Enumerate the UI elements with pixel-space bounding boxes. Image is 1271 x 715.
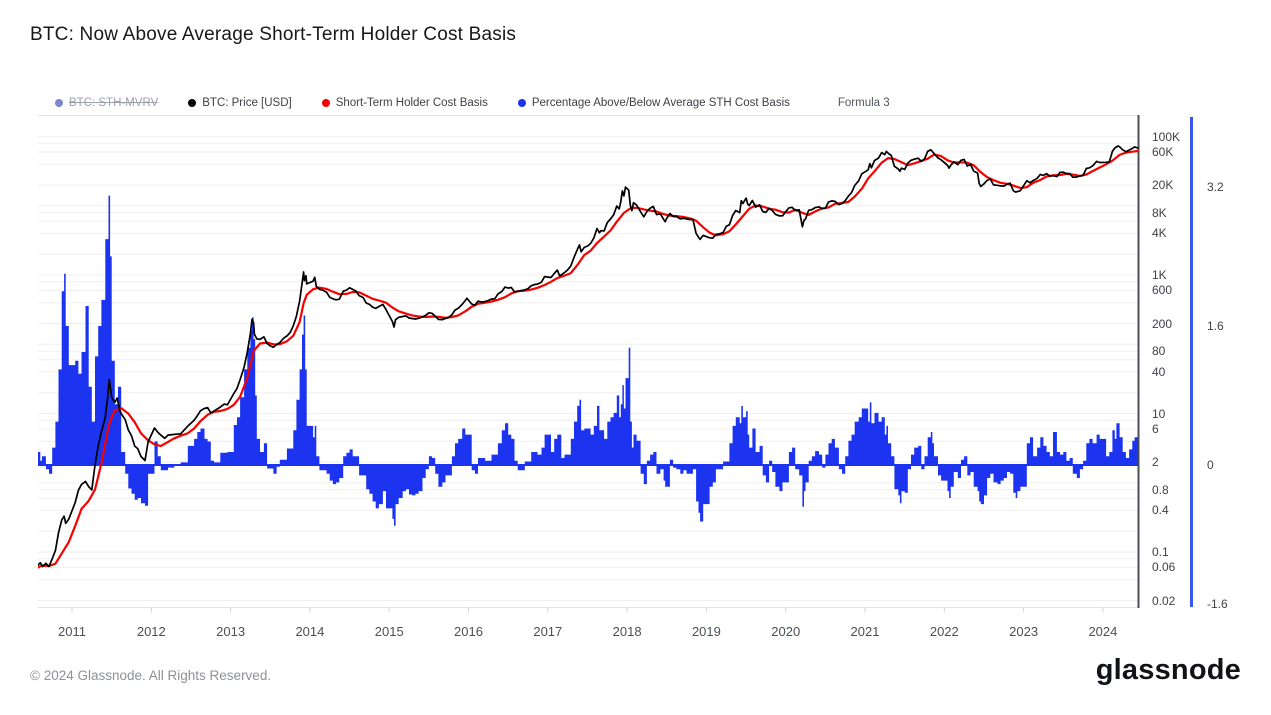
legend-item-1[interactable]: BTC: Price [USD] — [188, 97, 292, 109]
legend-formula-label: Formula 3 — [837, 97, 890, 109]
price-axis-tick-label: 20K — [1152, 178, 1174, 192]
x-axis-year-label: 2018 — [612, 624, 642, 639]
x-axis-year-label: 2024 — [1088, 624, 1118, 639]
x-axis-year-label: 2019 — [691, 624, 721, 639]
price-axis-tick-label: 200 — [1152, 316, 1173, 331]
price-axis-tick-label: 0.4 — [1152, 503, 1169, 518]
secondary-axis-tick-label: 1.6 — [1207, 318, 1224, 333]
x-axis-year-label: 2015 — [374, 624, 404, 639]
legend-dot-icon — [321, 99, 330, 107]
x-axis-year-label: 2021 — [850, 624, 880, 639]
price-axis-tick-label: 600 — [1152, 283, 1173, 298]
glassnode-logo: glassnode — [1095, 654, 1241, 686]
price-axis-tick-label: 60K — [1152, 144, 1174, 159]
price-axis-tick-label: 0.06 — [1152, 560, 1176, 575]
price-axis-tick-label: 80 — [1152, 344, 1166, 359]
price-axis-tick-label: 1K — [1152, 268, 1167, 283]
x-axis-year-label: 2014 — [295, 624, 325, 639]
legend-dot-icon — [517, 99, 526, 107]
price-axis-tick-label: 0.8 — [1152, 482, 1169, 497]
legend-item-label: BTC: STH-MVRV — [69, 97, 159, 109]
x-axis-year-label: 2011 — [58, 624, 86, 639]
copyright-text: © 2024 Glassnode. All Rights Reserved. — [30, 668, 272, 683]
legend-item-0[interactable]: BTC: STH-MVRV — [55, 97, 158, 109]
x-axis-year-label: 2016 — [454, 624, 483, 639]
legend-dot-icon — [188, 99, 197, 107]
secondary-axis-line — [1190, 117, 1193, 607]
page-title: BTC: Now Above Average Short-Term Holder… — [30, 24, 517, 45]
pct-baseline — [38, 464, 1138, 466]
legend-dot-icon — [55, 99, 63, 107]
price-axis-tick-label: 2 — [1152, 455, 1159, 469]
secondary-axis-tick-label: -1.6 — [1207, 597, 1228, 612]
legend-item-label: Percentage Above/Below Average STH Cost … — [531, 97, 790, 109]
price-axis-tick-label: 6 — [1152, 421, 1159, 436]
x-axis-year-label: 2017 — [533, 624, 563, 639]
price-axis-tick-label: 10 — [1152, 406, 1166, 421]
price-axis-tick-label: 100K — [1152, 129, 1181, 144]
price-axis-tick-label: 0.02 — [1152, 593, 1176, 608]
x-axis-year-label: 2022 — [929, 624, 959, 639]
x-axis-year-label: 2012 — [136, 624, 166, 639]
chart-canvas[interactable] — [38, 115, 1140, 615]
pct-bars-series — [38, 195, 1138, 526]
price-axis-tick-label: 40 — [1152, 364, 1166, 379]
secondary-axis-tick-label: 0 — [1207, 458, 1214, 472]
legend-item-2[interactable]: Short-Term Holder Cost Basis — [321, 97, 488, 109]
price-series — [38, 145, 1139, 568]
x-axis-year-label: 2020 — [771, 624, 801, 639]
secondary-axis-tick-label: 3.2 — [1207, 179, 1224, 194]
x-axis-year-label: 2023 — [1009, 624, 1039, 639]
price-axis-tick-label: 0.1 — [1152, 545, 1169, 560]
legend-item-label: Short-Term Holder Cost Basis — [335, 97, 488, 109]
legend-item-label: BTC: Price [USD] — [202, 97, 292, 109]
legend: BTC: STH-MVRV BTC: Price [USD] Short-Term … — [55, 97, 890, 109]
price-axis-tick-label: 8K — [1152, 205, 1167, 220]
legend-item-3[interactable]: Percentage Above/Below Average STH Cost … — [517, 97, 790, 109]
x-axis-year-label: 2013 — [216, 624, 246, 639]
price-axis-tick-label: 4K — [1152, 226, 1167, 241]
